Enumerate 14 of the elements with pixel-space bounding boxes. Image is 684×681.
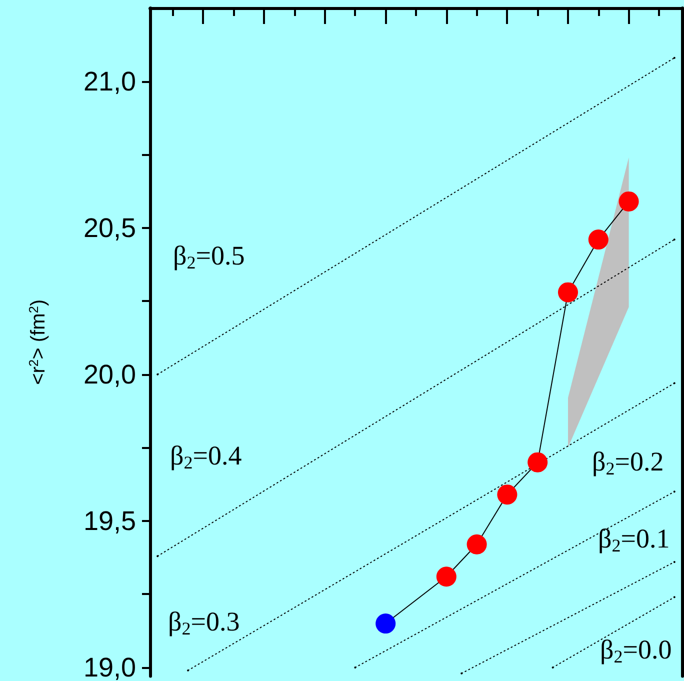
y-tick-label: 20,5 bbox=[83, 212, 136, 243]
y-tick-label: 21,0 bbox=[83, 66, 136, 96]
point bbox=[436, 566, 456, 587]
point bbox=[558, 282, 578, 302]
point bbox=[466, 534, 487, 554]
y-tick-label: 19,0 bbox=[83, 652, 136, 681]
point bbox=[588, 230, 608, 250]
y-tick-label: 20,0 bbox=[83, 359, 136, 390]
point bbox=[528, 452, 548, 472]
point bbox=[618, 191, 639, 212]
y-tick-label: 19,5 bbox=[83, 506, 136, 536]
y-axis-title: <r2> (fm2) bbox=[26, 299, 50, 385]
point bbox=[497, 484, 518, 505]
point bbox=[376, 614, 396, 634]
